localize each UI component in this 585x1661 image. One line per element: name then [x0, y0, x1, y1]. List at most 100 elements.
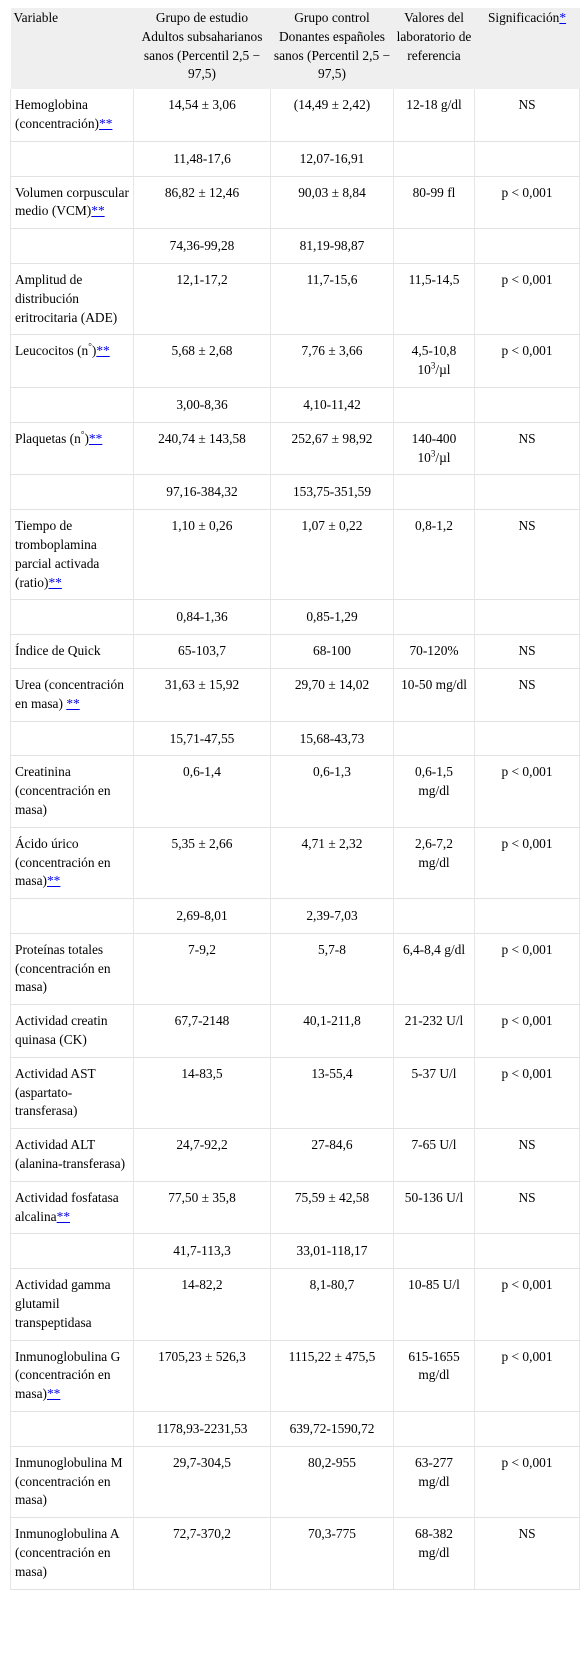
footnote-link[interactable]: ** [88, 430, 103, 446]
cell-reference-value: 50-136 U/l [393, 1181, 475, 1235]
reference-unit-base: 10 [417, 362, 431, 378]
cell-variable [10, 141, 134, 177]
cell-study-group: 14-82,2 [133, 1268, 271, 1341]
reference-value: 10-85 U/l [408, 1277, 460, 1293]
cell-control-group: 252,67 ± 98,92 [270, 422, 394, 476]
cell-significance: p < 0,001 [474, 334, 580, 388]
cell-reference-value: 10-85 U/l [393, 1268, 475, 1341]
footnote-link[interactable]: ** [99, 115, 113, 131]
cell-significance [474, 721, 580, 757]
header-reference-values: Valores del laboratorio de referencia [393, 8, 475, 90]
footnote-link[interactable]: ** [91, 203, 105, 219]
footnote-link[interactable]: ** [96, 343, 110, 359]
significance-footnote-link[interactable]: * [559, 10, 567, 25]
cell-significance: p < 0,001 [474, 1268, 580, 1341]
reference-value: 0,6-1,5 mg/dl [415, 764, 453, 799]
reference-value: 5-37 U/l [411, 1065, 457, 1081]
cell-reference-value: 21-232 U/l [393, 1004, 475, 1058]
cell-variable: Creatinina (concentración en masa) [10, 755, 134, 828]
cell-significance: NS [474, 509, 580, 601]
variable-label: Actividad AST (aspartato-transferasa) [15, 1065, 96, 1119]
cell-control-group: 4,10-11,42 [270, 387, 394, 423]
table-row: Actividad creatin quinasa (CK) 67,7-2148 4… [10, 1004, 580, 1058]
cell-significance [474, 1233, 580, 1270]
cell-significance: NS [474, 668, 580, 722]
cell-study-group: 5,68 ± 2,68 [133, 334, 271, 388]
cell-variable [10, 721, 134, 757]
reference-value: 140-400 [411, 430, 457, 446]
header-study-group: Grupo de estudio Adultos subsaharianos s… [133, 8, 271, 90]
cell-reference-value: 6,4-8,4 g/dl [393, 933, 475, 1006]
footnote-link[interactable]: ** [48, 574, 62, 590]
table-row: Inmunoglobulina M (concentración en masa… [10, 1446, 580, 1519]
cell-variable: Leucocitos (n°)** [10, 334, 134, 388]
range-row: 2,69-8,01 2,39-7,03 [10, 898, 580, 934]
cell-significance: NS [474, 89, 580, 142]
cell-variable: Amplitud de distribución eritrocitaria (… [10, 263, 134, 336]
cell-control-group: 1,07 ± 0,22 [270, 509, 394, 601]
reference-value: 21-232 U/l [404, 1013, 464, 1029]
variable-label: Urea (concentración en masa) [15, 676, 124, 711]
cell-significance [474, 141, 580, 177]
table-header-row: Variable Grupo de estudio Adultos subsah… [10, 8, 580, 90]
cell-reference-value: 0,8-1,2 [393, 509, 475, 601]
cell-variable: Actividad ALT (alanina-transferasa) [10, 1128, 134, 1182]
variable-label: Hemoglobina (concentración) [15, 97, 100, 131]
cell-variable [10, 1411, 134, 1447]
reference-unit-exponent: 3 [430, 448, 436, 459]
header-variable: Variable [10, 8, 134, 90]
footnote-link[interactable]: ** [56, 1208, 71, 1224]
cell-control-group: 1115,22 ± 475,5 [270, 1340, 394, 1413]
cell-reference-value [393, 474, 475, 511]
cell-significance: NS [474, 1517, 580, 1590]
cell-variable: Hemoglobina (concentración)** [10, 89, 134, 142]
table-row: Actividad gamma glutamil transpeptidasa 1… [10, 1268, 580, 1341]
cell-control-group: 40,1-211,8 [270, 1004, 394, 1058]
cell-reference-value [393, 599, 475, 636]
variable-label: Actividad fosfatasa alcalina [15, 1189, 119, 1224]
cell-control-group: 5,7-8 [270, 933, 394, 1006]
header-significance: Significación* [474, 8, 580, 90]
table-row: Tiempo de tromboplamina parcial activada… [10, 509, 580, 601]
cell-variable: Actividad fosfatasa alcalina** [10, 1181, 134, 1235]
range-row: 0,84-1,36 0,85-1,29 [10, 599, 580, 636]
cell-reference-value: 5-37 U/l [393, 1057, 475, 1130]
cell-study-group: 1,10 ± 0,26 [133, 509, 271, 601]
cell-study-group: 1178,93-2231,53 [133, 1411, 271, 1447]
reference-value: 50-136 U/l [404, 1189, 464, 1205]
footnote-link[interactable]: ** [66, 695, 80, 711]
cell-study-group: 0,6-1,4 [133, 755, 271, 828]
cell-study-group: 15,71-47,55 [133, 721, 271, 757]
variable-label: Proteínas totales (concentración en masa… [15, 941, 111, 995]
cell-study-group: 14,54 ± 3,06 [133, 89, 271, 142]
footnote-link[interactable]: ** [46, 1386, 61, 1402]
reference-value: 2,6-7,2 mg/dl [415, 835, 453, 870]
cell-reference-value: 2,6-7,2 mg/dl [393, 827, 475, 900]
range-row: 41,7-113,3 33,01-118,17 [10, 1233, 580, 1270]
cell-variable [10, 599, 134, 636]
degree-sign: ° [80, 429, 85, 440]
cell-reference-value: 7-65 U/l [393, 1128, 475, 1182]
cell-control-group: 27-84,6 [270, 1128, 394, 1182]
cell-significance: p < 0,001 [474, 1057, 580, 1130]
cell-variable [10, 387, 134, 423]
cell-reference-value: 140-400 103/µl [393, 422, 475, 476]
reference-unit-base: 10 [417, 449, 431, 465]
cell-reference-value: 12-18 g/dl [393, 89, 475, 142]
reference-unit-exponent: 3 [430, 360, 436, 371]
cell-variable: Inmunoglobulina M (concentración en masa… [10, 1446, 134, 1519]
cell-significance [474, 1411, 580, 1447]
table-row: Inmunoglobulina A (concentración en masa… [10, 1517, 580, 1590]
footnote-link[interactable]: ** [46, 873, 61, 889]
cell-control-group: 33,01-118,17 [270, 1233, 394, 1270]
cell-significance: p < 0,001 [474, 1004, 580, 1058]
table-row: Leucocitos (n°)** 5,68 ± 2,68 7,76 ± 3,66 4… [10, 334, 580, 388]
cell-variable: Actividad creatin quinasa (CK) [10, 1004, 134, 1058]
cell-significance: p < 0,001 [474, 755, 580, 828]
cell-reference-value [393, 141, 475, 177]
cell-control-group: 8,1-80,7 [270, 1268, 394, 1341]
cell-reference-value [393, 387, 475, 423]
cell-variable: Índice de Quick [10, 634, 134, 669]
cell-study-group: 12,1-17,2 [133, 263, 271, 336]
cell-study-group: 67,7-2148 [133, 1004, 271, 1058]
